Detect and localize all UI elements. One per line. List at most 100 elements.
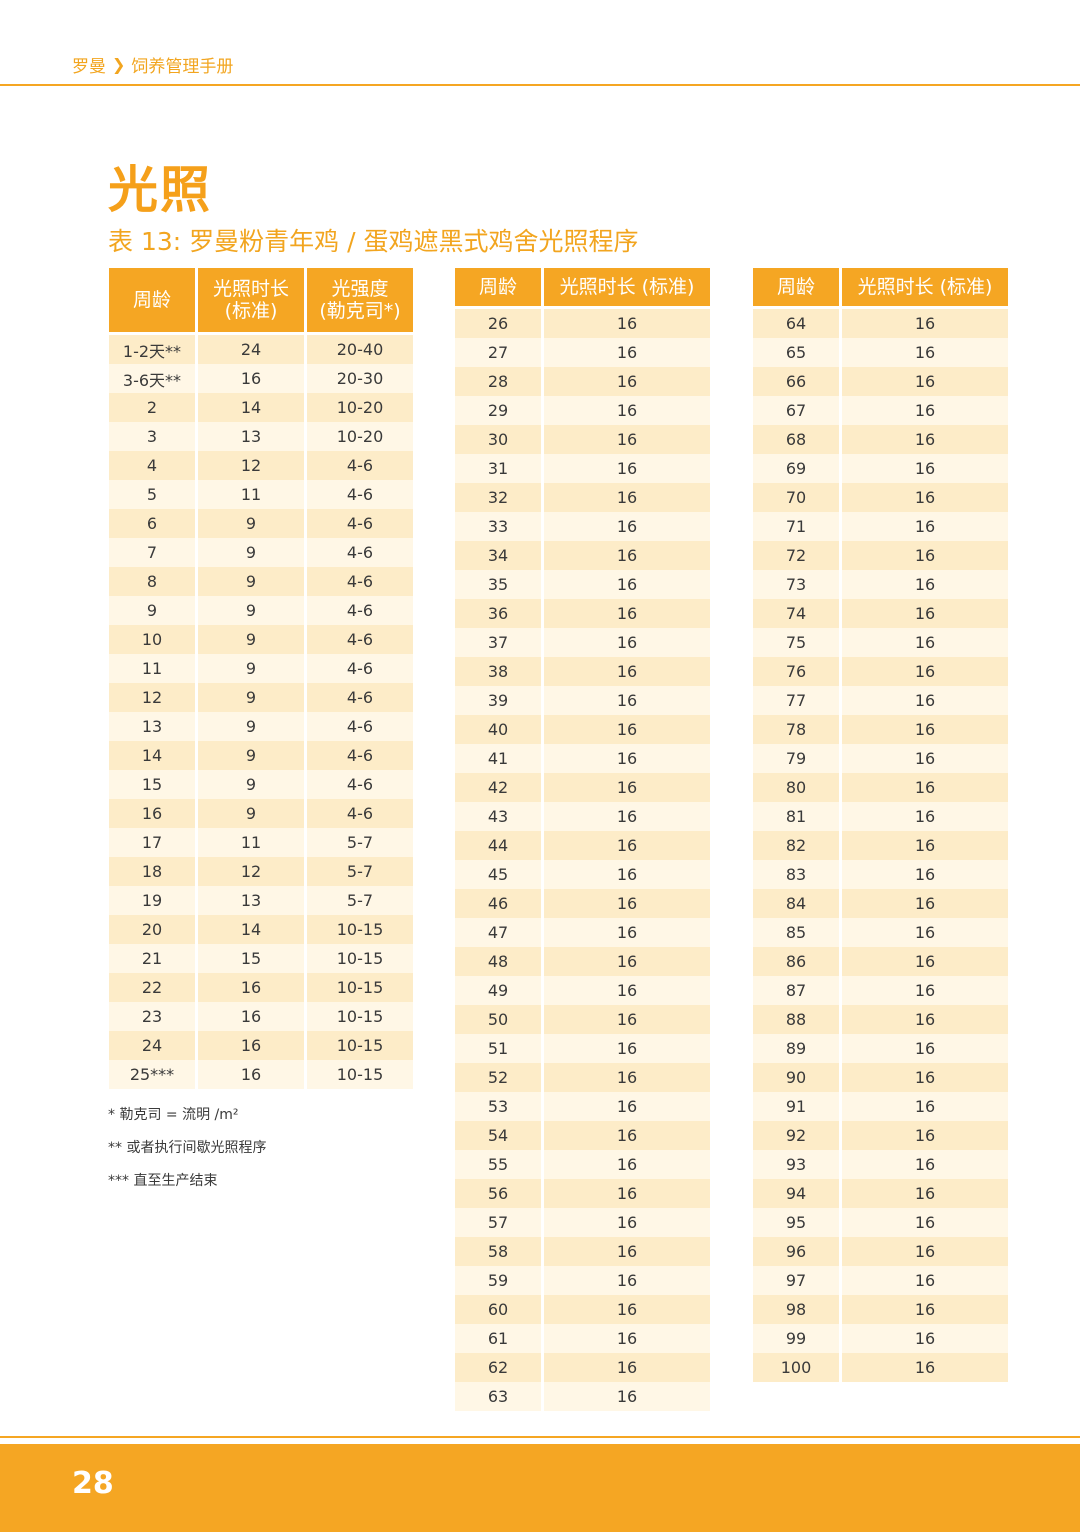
table-cell: 26 <box>455 309 541 338</box>
table-cell: 80 <box>753 773 839 802</box>
footnote: *** 直至生产结束 <box>108 1173 218 1189</box>
table-cell: 49 <box>455 976 541 1005</box>
table-cell: 9 <box>109 596 195 625</box>
table-cell: 57 <box>455 1208 541 1237</box>
table-cell: 18 <box>109 857 195 886</box>
table-row: 40 16 <box>455 715 710 744</box>
table-cell: 70 <box>753 483 839 512</box>
footnote: ** 或者执行间歇光照程序 <box>108 1140 267 1156</box>
table-cell: 20-40 <box>307 335 413 364</box>
table-cell: 16 <box>544 1295 710 1324</box>
table-cell: 16 <box>544 599 710 628</box>
table-cell: 16 <box>544 831 710 860</box>
table-row: 94 16 <box>753 1179 1008 1208</box>
table-row: 21 15 10-15 <box>109 944 413 973</box>
table-row: 25*** 16 10-15 <box>109 1060 413 1089</box>
table-row: 95 16 <box>753 1208 1008 1237</box>
table-row: 66 16 <box>753 367 1008 396</box>
breadcrumb-brand[interactable]: 罗曼 <box>72 57 106 77</box>
table-cell: 22 <box>109 973 195 1002</box>
table-cell: 97 <box>753 1266 839 1295</box>
table-cell: 16 <box>842 1034 1008 1063</box>
table-cell: 12 <box>198 451 304 480</box>
table-cell: 81 <box>753 802 839 831</box>
table-cell: 16 <box>842 1237 1008 1266</box>
table-cell: 16 <box>842 860 1008 889</box>
table-cell: 16 <box>544 889 710 918</box>
table-row: 77 16 <box>753 686 1008 715</box>
breadcrumb-section[interactable]: 饲养管理手册 <box>131 57 234 77</box>
lighting-table-mid: 周龄 光照时长 (标准) 26 16 27 16 28 16 29 16 30 16 31 16 32 16 3… <box>452 268 713 1411</box>
table-row: 55 16 <box>455 1150 710 1179</box>
table-row: 68 16 <box>753 425 1008 454</box>
table-caption: 表 13: 罗曼粉青年鸡 / 蛋鸡遮黑式鸡舍光照程序 <box>108 227 639 256</box>
table-row: 30 16 <box>455 425 710 454</box>
table-cell: 79 <box>753 744 839 773</box>
page-footer: 28 <box>0 1444 1080 1532</box>
table-cell: 16 <box>544 1237 710 1266</box>
table-cell: 16 <box>544 773 710 802</box>
table-cell: 1-2天** <box>109 335 195 364</box>
column-header: 光强度 (勒克司*) <box>307 268 413 335</box>
table-cell: 9 <box>198 567 304 596</box>
table-cell: 16 <box>544 918 710 947</box>
table-cell: 66 <box>753 367 839 396</box>
table-cell: 62 <box>455 1353 541 1382</box>
table-cell: 10-20 <box>307 393 413 422</box>
table-cell: 4-6 <box>307 509 413 538</box>
table-cell: 37 <box>455 628 541 657</box>
table-cell: 52 <box>455 1063 541 1092</box>
table-row: 12 9 4-6 <box>109 683 413 712</box>
table-cell: 91 <box>753 1092 839 1121</box>
table-cell: 8 <box>109 567 195 596</box>
table-cell: 14 <box>198 393 304 422</box>
table-cell: 16 <box>544 715 710 744</box>
table-cell: 9 <box>198 683 304 712</box>
table-row: 19 13 5-7 <box>109 886 413 915</box>
table-row: 14 9 4-6 <box>109 741 413 770</box>
table-cell: 16 <box>198 1002 304 1031</box>
table-row: 60 16 <box>455 1295 710 1324</box>
chevron-right-icon: ❯ <box>112 55 126 74</box>
table-row: 51 16 <box>455 1034 710 1063</box>
table-cell: 16 <box>842 570 1008 599</box>
table-cell: 10-20 <box>307 422 413 451</box>
table-row: 80 16 <box>753 773 1008 802</box>
table-cell: 83 <box>753 860 839 889</box>
table-cell: 4-6 <box>307 538 413 567</box>
table-cell: 9 <box>198 741 304 770</box>
table-row: 9 9 4-6 <box>109 596 413 625</box>
table-cell: 16 <box>544 1121 710 1150</box>
table-cell: 92 <box>753 1121 839 1150</box>
table-row: 65 16 <box>753 338 1008 367</box>
table-cell: 54 <box>455 1121 541 1150</box>
table-cell: 93 <box>753 1150 839 1179</box>
table-cell: 51 <box>455 1034 541 1063</box>
table-row: 38 16 <box>455 657 710 686</box>
table-row: 42 16 <box>455 773 710 802</box>
table-cell: 16 <box>842 396 1008 425</box>
table-cell: 75 <box>753 628 839 657</box>
table-cell: 4-6 <box>307 596 413 625</box>
table-row: 39 16 <box>455 686 710 715</box>
table-cell: 16 <box>544 338 710 367</box>
table-row: 84 16 <box>753 889 1008 918</box>
table-cell: 13 <box>198 422 304 451</box>
table-cell: 16 <box>109 799 195 828</box>
table-cell: 67 <box>753 396 839 425</box>
table-cell: 65 <box>753 338 839 367</box>
table-row: 49 16 <box>455 976 710 1005</box>
table-row: 59 16 <box>455 1266 710 1295</box>
table-cell: 16 <box>544 860 710 889</box>
table-cell: 16 <box>842 657 1008 686</box>
page-number: 28 <box>72 1466 114 1501</box>
table-cell: 4-6 <box>307 770 413 799</box>
table-row: 54 16 <box>455 1121 710 1150</box>
table-cell: 39 <box>455 686 541 715</box>
table-cell: 10-15 <box>307 973 413 1002</box>
table-cell: 85 <box>753 918 839 947</box>
table-cell: 16 <box>544 1034 710 1063</box>
table-cell: 3 <box>109 422 195 451</box>
table-row: 26 16 <box>455 309 710 338</box>
table-row: 83 16 <box>753 860 1008 889</box>
